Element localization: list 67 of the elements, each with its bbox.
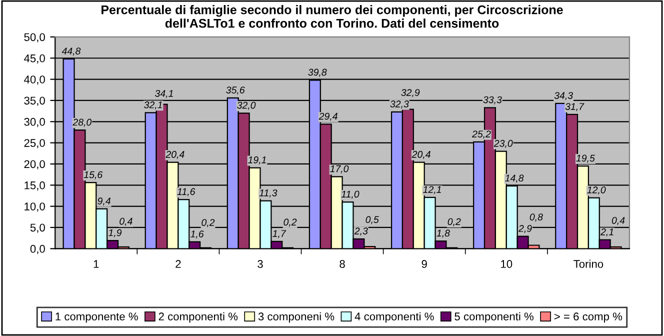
data-label: 29,4 — [318, 112, 338, 121]
data-label: 1,9 — [108, 229, 122, 238]
data-label: 11,6 — [177, 188, 196, 196]
data-label: 14,8 — [505, 174, 524, 183]
data-label: 35,6 — [226, 86, 245, 95]
data-label: 12,0 — [587, 186, 606, 195]
data-label: 31,7 — [565, 103, 584, 112]
legend-label: 1 componente % — [56, 312, 138, 323]
data-label: 0,8 — [530, 214, 543, 222]
y-tick-label: 25,0 — [24, 139, 45, 148]
y-tick-label: 45,0 — [24, 54, 45, 64]
legend-label: 3 componeni % — [258, 312, 334, 323]
data-label: 15,6 — [84, 171, 103, 180]
legend-label: > = 6 comp % — [554, 312, 622, 323]
data-label: 2,3 — [354, 228, 368, 236]
data-label: 11,3 — [259, 189, 278, 198]
x-tick-label: 2 — [176, 260, 181, 268]
data-label: 23,0 — [494, 140, 513, 148]
y-tick-label: 10,0 — [24, 202, 45, 212]
x-tick-label: 8 — [340, 260, 345, 268]
data-label: 39,8 — [308, 68, 327, 77]
data-label: 19,5 — [576, 154, 595, 163]
data-label: 0,2 — [448, 218, 461, 226]
data-label: 20,4 — [166, 150, 184, 159]
data-label: 28,0 — [72, 118, 92, 127]
y-tick-label: 35,0 — [24, 96, 45, 106]
y-tick-label: 40,0 — [24, 76, 45, 85]
x-tick-label: Torino — [574, 260, 604, 268]
y-tick-label: 20,0 — [24, 160, 45, 170]
data-label: 32,9 — [401, 89, 420, 98]
y-tick-label: 5,0 — [30, 224, 45, 233]
y-tick-label: 50,0 — [24, 33, 45, 42]
x-tick-label: 3 — [258, 260, 263, 268]
data-label: 44,8 — [62, 48, 81, 56]
data-label: 1,6 — [190, 230, 204, 239]
legend-label: 4 componenti % — [354, 312, 434, 323]
y-tick-label: 0,0 — [30, 244, 45, 254]
data-label: 1,8 — [436, 230, 450, 238]
y-tick-label: 15,0 — [24, 181, 45, 191]
data-label: 34,1 — [155, 90, 173, 98]
data-label: 0,5 — [366, 216, 379, 224]
y-tick-label: 30,0 — [24, 118, 45, 128]
data-label: 0,4 — [612, 216, 625, 226]
data-label: 34,3 — [554, 92, 573, 100]
data-label: 32,1 — [144, 101, 162, 110]
data-label: 32,3 — [390, 100, 409, 109]
legend-label: 5 componenti % — [454, 312, 534, 323]
data-label: 0,2 — [284, 218, 297, 227]
data-label: 20,4 — [412, 150, 430, 159]
data-label: 2,1 — [600, 228, 614, 236]
data-label: 9,4 — [98, 198, 110, 206]
data-label: 2,9 — [518, 225, 532, 234]
data-label: 1,7 — [272, 230, 286, 238]
x-tick-label: 9 — [422, 260, 427, 268]
x-tick-label: 1 — [94, 260, 99, 268]
x-tick-label: 10 — [501, 260, 512, 268]
chart-title: Percentuale di famiglie secondo il numero dei componenti, per Circoscrizione dell'ASLTo1 e confronto con Torino. Dati del censimento — [102, 5, 563, 28]
data-label: 12,1 — [423, 186, 441, 194]
data-label: 25,2 — [472, 130, 491, 139]
data-label: 11,0 — [341, 190, 360, 199]
data-label: 0,4 — [120, 218, 132, 226]
data-label: 19,1 — [248, 156, 266, 164]
data-label: 17,0 — [330, 165, 349, 174]
legend-label: 2 componenti % — [158, 312, 238, 323]
data-label: 0,2 — [202, 219, 215, 228]
data-label: 32,0 — [237, 102, 256, 110]
data-label: 33,3 — [483, 96, 502, 104]
